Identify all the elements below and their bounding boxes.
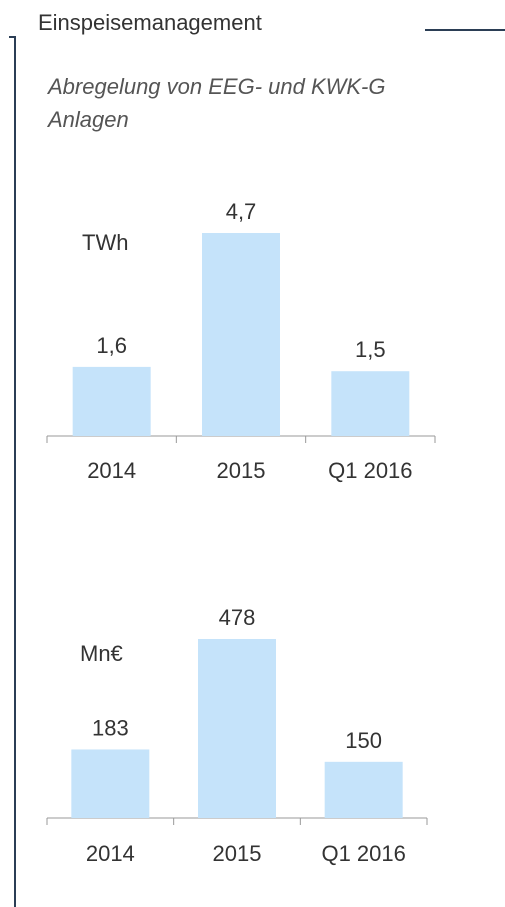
x-tick-label: 2015: [213, 841, 262, 866]
bar: [71, 749, 150, 818]
bar: [198, 639, 276, 818]
unit-label: TWh: [82, 230, 128, 255]
unit-label: Mn€: [80, 641, 123, 666]
value-label: 4,7: [226, 199, 257, 224]
bar: [331, 371, 410, 436]
value-label: 1,6: [96, 333, 127, 358]
x-tick-label: 2014: [87, 458, 136, 483]
subtitle: Abregelung von EEG- und KWK-G Anlagen: [48, 74, 386, 132]
x-tick-label: Q1 2016: [328, 458, 412, 483]
title: Einspeisemanagement: [38, 10, 262, 35]
bar: [324, 761, 403, 818]
value-label: 478: [219, 605, 256, 630]
value-label: 183: [92, 715, 129, 740]
value-label: 1,5: [355, 337, 386, 362]
x-tick-label: 2015: [217, 458, 266, 483]
bar: [72, 366, 151, 436]
value-label: 150: [345, 728, 382, 753]
bar: [202, 233, 280, 436]
x-tick-label: Q1 2016: [321, 841, 405, 866]
x-tick-label: 2014: [86, 841, 135, 866]
